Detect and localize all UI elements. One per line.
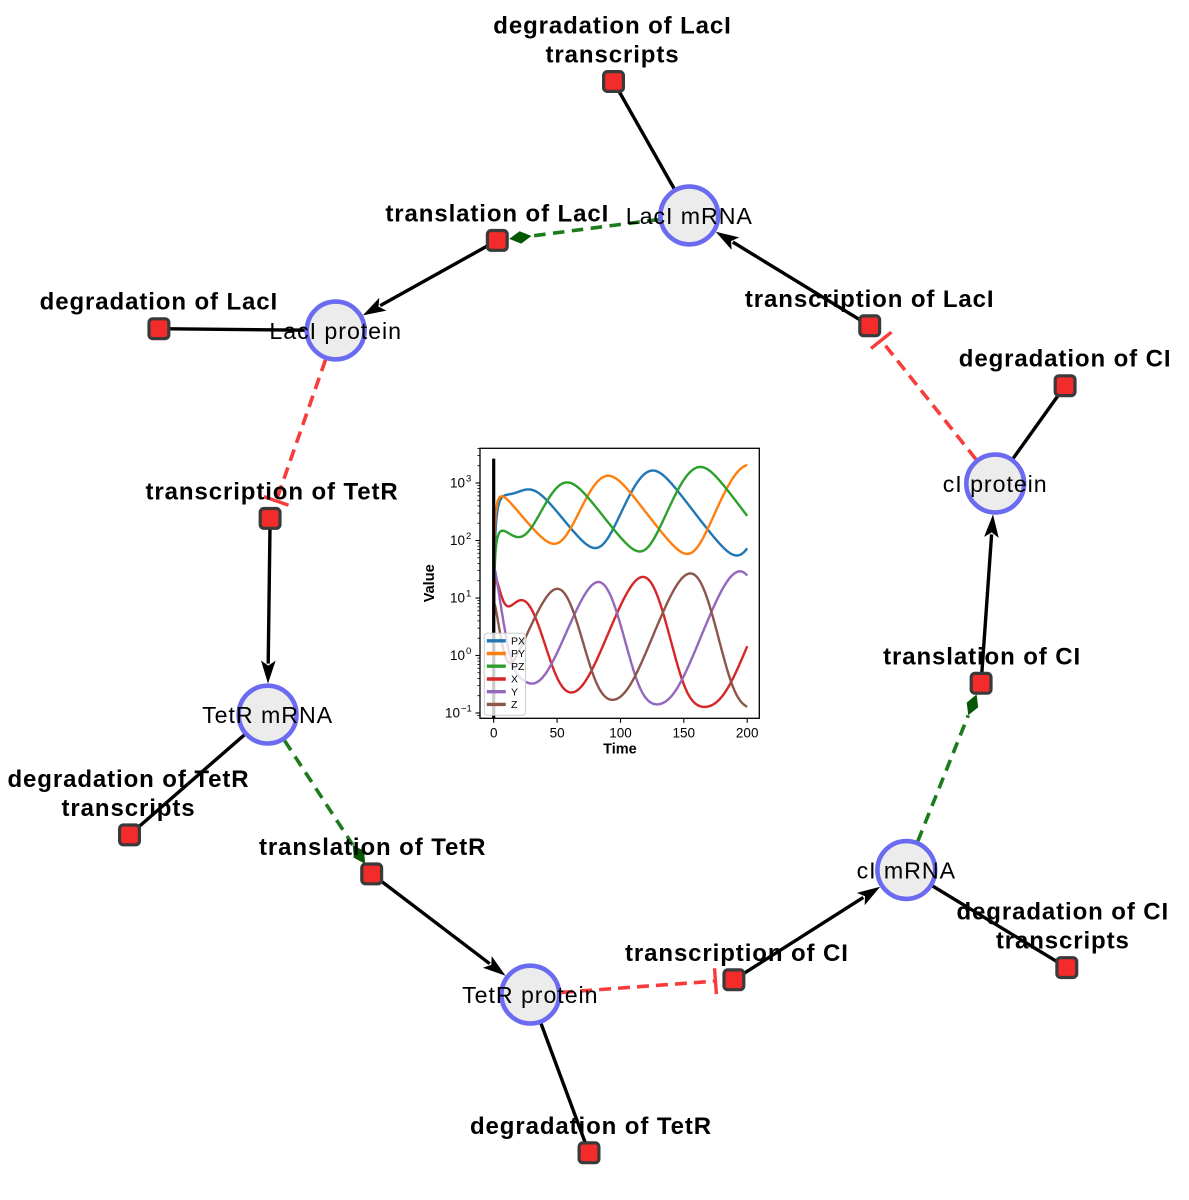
svg-text:degradation of CI: degradation of CI <box>959 346 1172 373</box>
svg-text:2: 2 <box>466 531 471 542</box>
svg-text:translation of LacI: translation of LacI <box>385 200 609 227</box>
svg-text:transcripts: transcripts <box>996 928 1130 955</box>
svg-text:Time: Time <box>603 742 637 758</box>
svg-text:3: 3 <box>466 474 471 485</box>
svg-text:10: 10 <box>450 591 465 606</box>
svg-text:PY: PY <box>511 648 525 660</box>
svg-text:200: 200 <box>736 726 759 741</box>
svg-text:cI protein: cI protein <box>943 471 1048 497</box>
svg-text:transcription of LacI: transcription of LacI <box>745 286 995 313</box>
svg-text:LacI protein: LacI protein <box>269 318 402 344</box>
svg-text:0: 0 <box>490 726 498 741</box>
svg-text:cI mRNA: cI mRNA <box>857 857 956 883</box>
svg-text:transcription of TetR: transcription of TetR <box>146 478 399 505</box>
svg-text:TetR protein: TetR protein <box>462 982 598 1008</box>
svg-text:translation of TetR: translation of TetR <box>259 834 486 861</box>
svg-text:transcripts: transcripts <box>62 795 196 822</box>
svg-text:10: 10 <box>450 476 465 491</box>
svg-text:0: 0 <box>466 646 471 657</box>
svg-text:10: 10 <box>450 648 465 663</box>
svg-text:X: X <box>511 674 518 686</box>
svg-text:translation of CI: translation of CI <box>883 643 1081 670</box>
svg-text:Value: Value <box>422 564 438 602</box>
svg-text:Z: Z <box>511 699 518 711</box>
svg-text:Y: Y <box>511 686 518 698</box>
svg-text:degradation of TetR: degradation of TetR <box>470 1113 712 1140</box>
svg-text:1: 1 <box>466 589 471 600</box>
svg-text:150: 150 <box>673 726 696 741</box>
svg-text:degradation of LacI: degradation of LacI <box>493 13 731 40</box>
svg-text:degradation of TetR: degradation of TetR <box>8 766 250 793</box>
svg-text:transcripts: transcripts <box>546 42 680 69</box>
svg-text:PX: PX <box>511 635 525 647</box>
svg-text:100: 100 <box>609 726 632 741</box>
svg-text:LacI mRNA: LacI mRNA <box>626 203 753 229</box>
svg-text:transcription of CI: transcription of CI <box>625 940 849 967</box>
svg-text:10: 10 <box>445 706 460 721</box>
svg-text:50: 50 <box>550 726 565 741</box>
svg-text:degradation of LacI: degradation of LacI <box>40 289 278 316</box>
svg-text:PZ: PZ <box>511 661 525 673</box>
svg-text:TetR mRNA: TetR mRNA <box>202 702 333 728</box>
svg-text:degradation of CI: degradation of CI <box>956 899 1169 926</box>
svg-text:−1: −1 <box>461 704 472 715</box>
svg-text:10: 10 <box>450 533 465 548</box>
